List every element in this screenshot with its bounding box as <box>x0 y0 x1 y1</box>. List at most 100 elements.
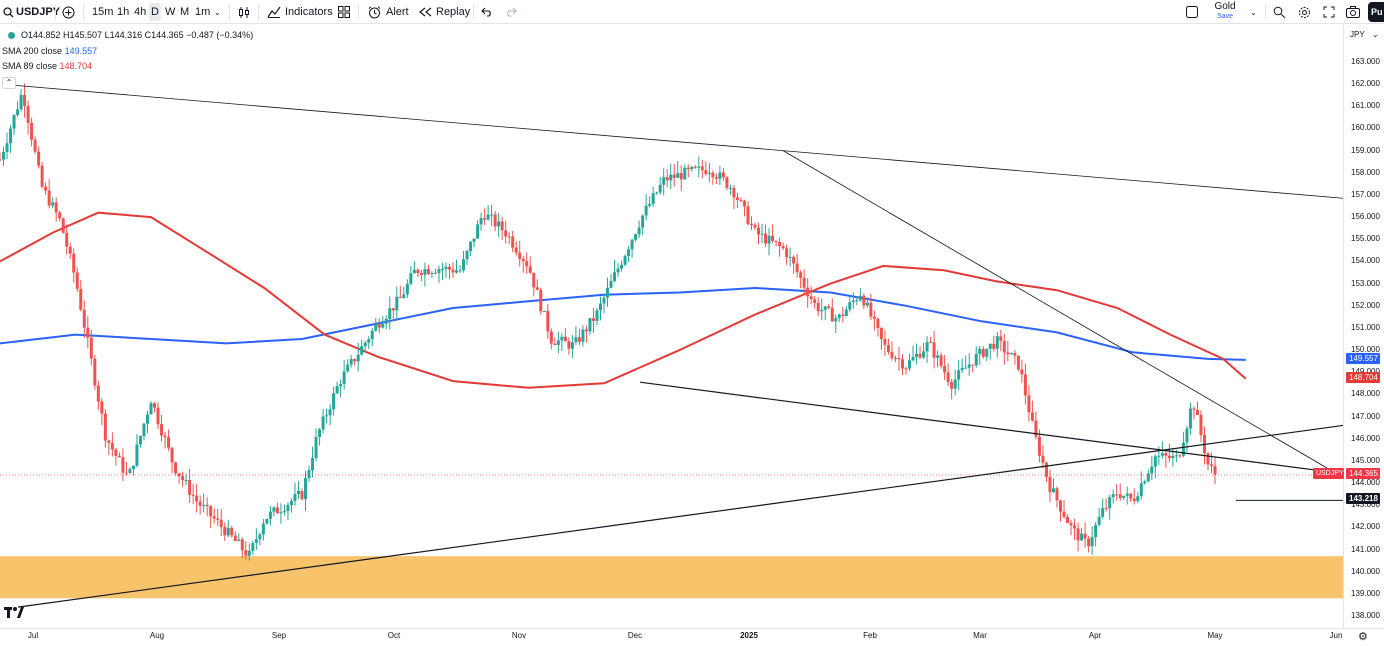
time-axis[interactable] <box>0 628 1384 646</box>
candle <box>799 269 803 289</box>
candle-body <box>0 159 2 161</box>
candle <box>1210 452 1214 474</box>
alert-button[interactable]: Alert <box>386 6 409 18</box>
candle-body <box>103 413 107 441</box>
undo-icon[interactable] <box>481 0 493 24</box>
candle-body <box>416 269 420 274</box>
axis-settings-icon[interactable]: ⚙ <box>1358 631 1368 643</box>
layout-save-label[interactable]: Save <box>1217 13 1233 20</box>
candle <box>851 292 855 309</box>
candle <box>251 540 255 556</box>
timeframe-m[interactable]: M <box>180 6 190 18</box>
plus-circle-icon[interactable] <box>62 0 75 24</box>
rewind-icon[interactable] <box>419 0 432 24</box>
settings-icon[interactable] <box>1298 0 1311 24</box>
candle <box>504 220 508 244</box>
currency-label[interactable]: JPY <box>1350 30 1365 39</box>
candle <box>1129 492 1133 502</box>
candle <box>834 314 838 334</box>
price-tick: 150.000 <box>1351 345 1380 355</box>
candle <box>725 175 729 191</box>
price-tick: 159.000 <box>1351 145 1380 155</box>
redo-icon[interactable] <box>505 0 517 24</box>
date-label-mar: Mar <box>973 631 987 640</box>
candle-body <box>827 306 831 308</box>
timeframe-1h[interactable]: 1h <box>117 6 130 18</box>
candle <box>65 224 69 255</box>
timeframe-1m[interactable]: 1m <box>195 6 211 18</box>
candle-body <box>1188 408 1192 429</box>
candle-body <box>683 167 687 180</box>
candle <box>9 125 13 153</box>
candle <box>419 269 423 282</box>
chevron-down-icon[interactable]: ⌄ <box>214 7 221 17</box>
publish-button[interactable]: Pu <box>1368 2 1384 22</box>
candle <box>117 452 121 458</box>
candle <box>342 360 346 390</box>
timeframe-4h[interactable]: 4h <box>134 6 147 18</box>
candle <box>1083 522 1087 548</box>
indicators-button[interactable]: Indicators <box>285 6 333 18</box>
candle-body <box>402 294 406 298</box>
candle-body <box>820 309 824 312</box>
price-tick: 147.000 <box>1351 411 1380 421</box>
date-label-apr: Apr <box>1088 631 1102 640</box>
candle <box>405 279 409 298</box>
candle-body <box>964 367 968 369</box>
candle <box>1213 457 1217 485</box>
candle-body <box>1150 466 1154 474</box>
price-tick: 148.000 <box>1351 389 1380 399</box>
candle <box>813 296 817 309</box>
currency-chevron-down-icon[interactable]: ⌄ <box>1372 30 1379 39</box>
candle <box>767 227 771 256</box>
candle-body <box>1087 538 1091 547</box>
candle <box>455 259 459 274</box>
candle <box>1164 450 1168 468</box>
candle-body <box>212 516 216 519</box>
timeframe-w[interactable]: W <box>165 6 176 18</box>
candle <box>5 132 9 160</box>
candle-body <box>145 414 149 424</box>
candle <box>690 165 694 172</box>
alarm-clock-icon[interactable] <box>368 0 381 24</box>
candle-body <box>328 409 332 416</box>
candle <box>879 327 883 350</box>
sma200-legend[interactable]: SMA 200 close 149.557 <box>2 46 97 56</box>
camera-icon[interactable] <box>1346 0 1360 24</box>
chart-canvas[interactable] <box>0 24 1343 628</box>
fullscreen-icon[interactable] <box>1323 0 1335 24</box>
candle <box>732 185 736 209</box>
quick-search-icon[interactable] <box>1273 0 1286 24</box>
candles-icon[interactable] <box>238 0 250 24</box>
candle <box>275 502 279 514</box>
search-icon[interactable] <box>3 0 14 24</box>
candle <box>268 506 272 526</box>
symbol-name[interactable]: USDJPY <box>16 6 61 18</box>
candle-body <box>188 479 192 495</box>
timeframe-d[interactable]: D <box>149 3 161 21</box>
candle <box>556 331 560 354</box>
replay-button[interactable]: Replay <box>436 6 471 18</box>
candle <box>728 184 732 196</box>
indicators-icon[interactable] <box>267 0 281 24</box>
candle-body <box>1174 455 1178 457</box>
tradingview-logo-icon <box>4 606 24 622</box>
date-label-nov: Nov <box>511 631 527 640</box>
candle <box>518 240 522 267</box>
candle-body <box>135 444 139 466</box>
square-icon[interactable] <box>1186 0 1198 24</box>
candle-body <box>405 283 409 295</box>
price-axis[interactable] <box>1343 24 1384 628</box>
layout-chevron-down-icon[interactable]: ⌄ <box>1250 7 1257 17</box>
sma89-legend[interactable]: SMA 89 close 148.704 <box>2 61 92 71</box>
timeframe-15m[interactable]: 15m <box>92 6 114 18</box>
grid-icon[interactable] <box>338 0 350 24</box>
candle-body <box>51 202 55 206</box>
candle <box>806 278 810 308</box>
legend-collapse-icon[interactable]: ⌃ <box>2 77 16 89</box>
candle <box>272 506 276 517</box>
candle-body <box>781 246 785 249</box>
layout-name[interactable]: Gold Save <box>1210 2 1240 22</box>
candle-body <box>1192 408 1196 410</box>
candle-body <box>911 357 915 361</box>
